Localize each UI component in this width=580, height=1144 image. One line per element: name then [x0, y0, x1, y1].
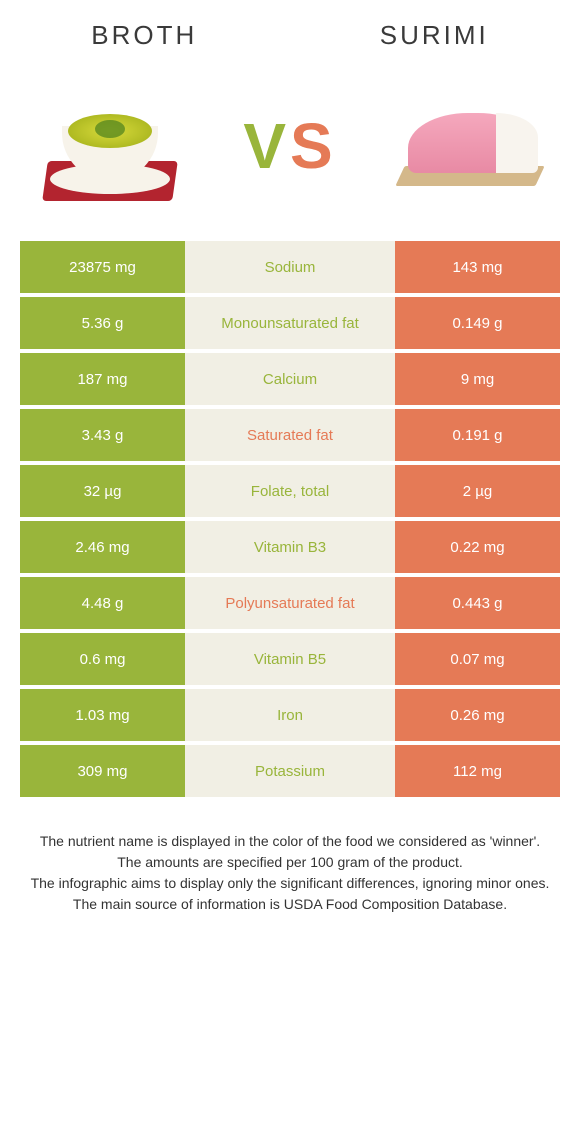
- left-value: 187 mg: [20, 353, 185, 405]
- right-value: 143 mg: [395, 241, 560, 293]
- table-row: 309 mgPotassium112 mg: [20, 745, 560, 797]
- left-value: 0.6 mg: [20, 633, 185, 685]
- table-row: 3.43 gSaturated fat0.191 g: [20, 409, 560, 461]
- nutrient-label: Folate, total: [185, 465, 395, 517]
- right-value: 0.149 g: [395, 297, 560, 349]
- nutrient-table: 23875 mgSodium143 mg5.36 gMonounsaturate…: [20, 241, 560, 797]
- nutrient-label: Sodium: [185, 241, 395, 293]
- footer-notes: The nutrient name is displayed in the co…: [0, 801, 580, 915]
- nutrient-label: Vitamin B5: [185, 633, 395, 685]
- vs-s: S: [290, 110, 337, 182]
- right-food-title: Surimi: [380, 20, 489, 51]
- nutrient-label: Saturated fat: [185, 409, 395, 461]
- left-value: 32 µg: [20, 465, 185, 517]
- table-row: 23875 mgSodium143 mg: [20, 241, 560, 293]
- footer-line: The amounts are specified per 100 gram o…: [30, 852, 550, 873]
- right-value: 0.191 g: [395, 409, 560, 461]
- footer-line: The nutrient name is displayed in the co…: [30, 831, 550, 852]
- right-value: 0.443 g: [395, 577, 560, 629]
- nutrient-label: Calcium: [185, 353, 395, 405]
- vs-row: VS: [0, 61, 580, 241]
- nutrient-label: Potassium: [185, 745, 395, 797]
- right-value: 0.07 mg: [395, 633, 560, 685]
- nutrient-label: Polyunsaturated fat: [185, 577, 395, 629]
- right-value: 112 mg: [395, 745, 560, 797]
- left-value: 309 mg: [20, 745, 185, 797]
- table-row: 2.46 mgVitamin B30.22 mg: [20, 521, 560, 573]
- nutrient-label: Monounsaturated fat: [185, 297, 395, 349]
- nutrient-label: Iron: [185, 689, 395, 741]
- left-value: 5.36 g: [20, 297, 185, 349]
- table-row: 1.03 mgIron0.26 mg: [20, 689, 560, 741]
- vs-v: V: [243, 110, 290, 182]
- vs-label: VS: [243, 109, 336, 183]
- left-value: 4.48 g: [20, 577, 185, 629]
- left-value: 3.43 g: [20, 409, 185, 461]
- footer-line: The infographic aims to display only the…: [30, 873, 550, 894]
- table-row: 32 µgFolate, total2 µg: [20, 465, 560, 517]
- footer-line: The main source of information is USDA F…: [30, 894, 550, 915]
- header: Broth Surimi: [0, 0, 580, 61]
- broth-image: [20, 76, 200, 216]
- right-value: 0.26 mg: [395, 689, 560, 741]
- left-food-title: Broth: [91, 20, 197, 51]
- left-value: 23875 mg: [20, 241, 185, 293]
- nutrient-label: Vitamin B3: [185, 521, 395, 573]
- table-row: 4.48 gPolyunsaturated fat0.443 g: [20, 577, 560, 629]
- left-value: 1.03 mg: [20, 689, 185, 741]
- table-row: 0.6 mgVitamin B50.07 mg: [20, 633, 560, 685]
- right-value: 2 µg: [395, 465, 560, 517]
- left-value: 2.46 mg: [20, 521, 185, 573]
- surimi-image: [380, 76, 560, 216]
- right-value: 9 mg: [395, 353, 560, 405]
- table-row: 5.36 gMonounsaturated fat0.149 g: [20, 297, 560, 349]
- right-value: 0.22 mg: [395, 521, 560, 573]
- table-row: 187 mgCalcium9 mg: [20, 353, 560, 405]
